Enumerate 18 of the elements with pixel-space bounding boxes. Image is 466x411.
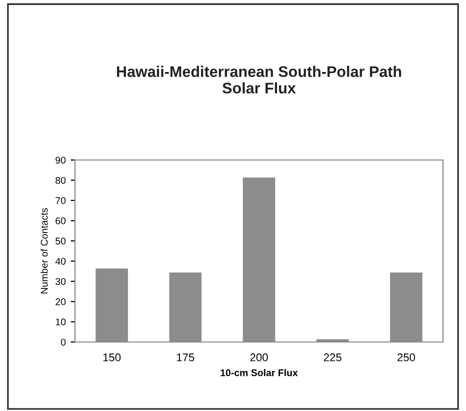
y-tick-label: 80 (56, 176, 66, 184)
chart-title: Hawaii-Mediterranean South-Polar Path Solar Flux (116, 66, 402, 94)
x-tick-label: 150 (103, 353, 121, 362)
x-tick-label: 250 (397, 353, 416, 362)
y-tick-label: 40 (55, 258, 66, 265)
y-tick-label: 30 (56, 278, 66, 285)
x-tick-label: 175 (176, 354, 194, 362)
y-tick-label: 70 (56, 197, 66, 204)
y-tick-label: 90 (56, 156, 66, 164)
x-tick-label: 225 (324, 353, 342, 362)
y-tick-label: 50 (56, 238, 66, 245)
y-tick-label: 20 (56, 298, 66, 306)
y-tick-label: 10 (56, 318, 66, 326)
x-tick-label: 200 (250, 353, 268, 362)
y-tick-label: 60 (56, 217, 66, 224)
x-axis-title: 10-cm Solar Flux (220, 369, 298, 376)
y-axis-title: Number of Contacts (40, 208, 48, 294)
y-tick-label: 0 (60, 338, 66, 346)
